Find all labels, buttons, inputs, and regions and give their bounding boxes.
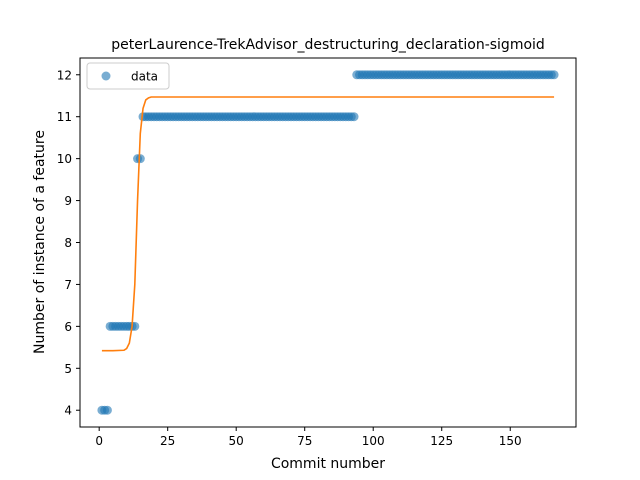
- y-axis-title: Number of instance of a feature: [32, 130, 48, 354]
- x-tick-label: 25: [160, 434, 175, 448]
- legend-marker-data: [101, 71, 111, 81]
- y-tick-label: 10: [57, 152, 72, 166]
- legend-label-data: data: [131, 70, 158, 84]
- y-tick-label: 9: [64, 194, 72, 208]
- y-tick-label: 4: [64, 404, 72, 418]
- y-tick-label: 12: [57, 68, 72, 82]
- plot-area: [97, 70, 559, 415]
- x-tick-label: 125: [430, 434, 453, 448]
- data-point: [349, 112, 359, 122]
- x-tick-label: 75: [297, 434, 312, 448]
- y-tick-label: 5: [64, 362, 72, 376]
- data-point: [102, 405, 112, 415]
- y-tick-label: 8: [64, 236, 72, 250]
- y-tick-label: 6: [64, 320, 72, 334]
- y-tick-label: 7: [64, 278, 72, 292]
- data-point: [549, 70, 559, 80]
- x-axis-title: Commit number: [271, 456, 385, 472]
- legend-box: [86, 62, 170, 90]
- x-tick-label: 100: [362, 434, 385, 448]
- x-tick-label: 50: [229, 434, 244, 448]
- x-tick-label: 0: [95, 434, 103, 448]
- x-tick-label: 150: [499, 434, 522, 448]
- legend: data: [86, 62, 170, 90]
- data-point: [135, 154, 145, 164]
- y-tick-label: 11: [57, 110, 72, 124]
- fit-line: [101, 96, 555, 352]
- chart-title: peterLaurence-TrekAdvisor_destructuring_…: [111, 37, 545, 53]
- axes: 0 25 50 75 100 125 150 4 5 6 7 8 9 10 11 12: [57, 57, 577, 448]
